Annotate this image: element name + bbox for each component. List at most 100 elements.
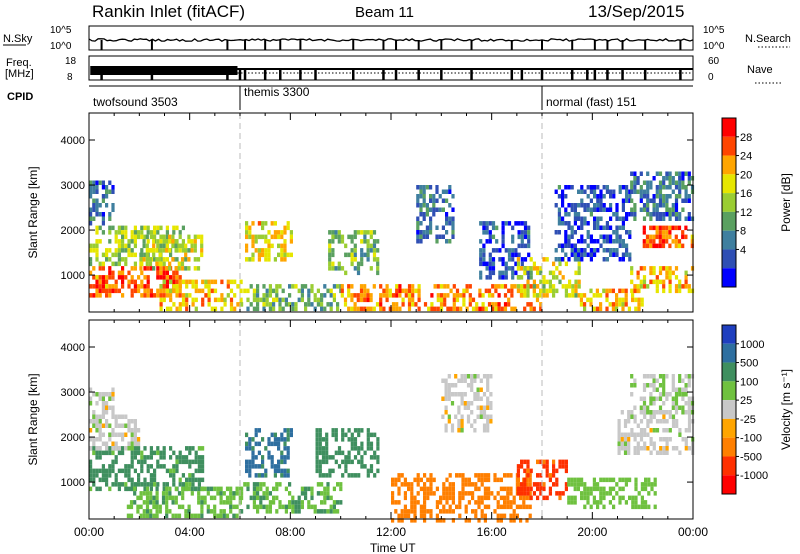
power-cell bbox=[398, 293, 402, 298]
power-cell bbox=[646, 203, 650, 208]
velocity-cell bbox=[294, 509, 298, 514]
velocity-cell bbox=[493, 477, 497, 483]
velocity-cell bbox=[336, 500, 340, 505]
velocity-cell bbox=[451, 495, 455, 501]
power-cell bbox=[108, 248, 112, 253]
velocity-cell bbox=[460, 423, 464, 428]
power-cell bbox=[491, 302, 495, 307]
power-cell bbox=[561, 284, 565, 289]
velocity-cell bbox=[687, 383, 691, 388]
power-cell bbox=[649, 279, 653, 285]
power-cell bbox=[286, 225, 290, 231]
x-tick-label: 12:00 bbox=[376, 525, 406, 539]
y-tick-label: 3000 bbox=[61, 180, 85, 192]
velocity-cell bbox=[539, 473, 543, 478]
velocity-cell bbox=[674, 405, 679, 410]
power-cell bbox=[257, 257, 261, 262]
power-cell bbox=[511, 248, 515, 253]
power-cell bbox=[350, 252, 354, 258]
velocity-cell bbox=[92, 437, 96, 442]
velocity-cell bbox=[197, 446, 201, 451]
velocity-cell bbox=[259, 482, 263, 487]
power-cell bbox=[478, 288, 482, 294]
power-cell bbox=[583, 302, 587, 307]
power-cell bbox=[665, 203, 669, 208]
power-cell bbox=[605, 225, 609, 230]
power-cell bbox=[137, 284, 141, 289]
velocity-cell bbox=[197, 464, 201, 469]
velocity-cell bbox=[347, 437, 351, 442]
power-cell bbox=[615, 248, 619, 253]
velocity-cell bbox=[671, 446, 676, 451]
power-cell bbox=[501, 257, 505, 262]
velocity-cell bbox=[175, 459, 179, 465]
power-cell bbox=[471, 297, 476, 303]
power-cell bbox=[175, 225, 179, 231]
power-cell bbox=[422, 234, 426, 239]
power-cell bbox=[89, 189, 93, 194]
velocity-cell bbox=[254, 432, 258, 438]
power-cell bbox=[564, 185, 568, 190]
power-cell bbox=[573, 230, 577, 235]
velocity-cell bbox=[687, 410, 691, 415]
velocity-cell bbox=[515, 513, 519, 519]
velocity-cell bbox=[633, 432, 637, 437]
velocity-cell bbox=[394, 477, 398, 483]
power-cell bbox=[414, 302, 418, 307]
power-cell bbox=[174, 239, 178, 244]
power-cell bbox=[577, 293, 581, 298]
power-echo-region bbox=[630, 171, 695, 221]
power-cell bbox=[668, 216, 672, 221]
power-cell bbox=[514, 261, 518, 267]
velocity-cell bbox=[336, 482, 340, 487]
velocity-cell bbox=[307, 500, 311, 505]
power-cell bbox=[633, 288, 637, 294]
velocity-cell bbox=[525, 477, 529, 483]
power-cell bbox=[514, 248, 518, 253]
power-cell bbox=[674, 203, 679, 208]
velocity-cell bbox=[155, 491, 159, 496]
power-cell bbox=[511, 266, 515, 271]
velocity-cell bbox=[344, 464, 348, 469]
power-cell bbox=[630, 185, 634, 190]
velocity-cell bbox=[283, 437, 287, 442]
velocity-cell bbox=[487, 486, 491, 492]
power-cell bbox=[612, 189, 616, 194]
power-cell bbox=[124, 261, 128, 267]
velocity-cell bbox=[341, 432, 345, 438]
velocity-cell bbox=[458, 495, 462, 501]
power-cell bbox=[621, 225, 625, 230]
power-cell bbox=[500, 306, 504, 312]
velocity-cell bbox=[321, 446, 326, 451]
velocity-cell bbox=[509, 473, 513, 478]
nsky-frame bbox=[88, 25, 694, 51]
velocity-cell bbox=[353, 437, 358, 442]
power-cell bbox=[395, 306, 399, 312]
power-cell bbox=[503, 284, 508, 289]
velocity-cell bbox=[156, 482, 160, 487]
velocity-cell bbox=[315, 432, 319, 438]
velocity-cell bbox=[191, 477, 195, 483]
power-cell bbox=[668, 288, 672, 294]
power-cell bbox=[105, 194, 109, 199]
power-cell bbox=[395, 288, 399, 294]
velocity-cell bbox=[376, 468, 380, 474]
power-cell bbox=[121, 293, 125, 298]
power-cell bbox=[401, 288, 405, 294]
power-cell bbox=[194, 297, 198, 303]
velocity-cell bbox=[334, 450, 338, 456]
velocity-cell bbox=[649, 414, 653, 419]
power-cell bbox=[615, 306, 619, 312]
power-cell bbox=[156, 243, 160, 249]
beam-label: Beam 11 bbox=[355, 4, 414, 21]
power-cell bbox=[101, 216, 105, 221]
power-cell bbox=[548, 279, 552, 285]
power-cell bbox=[162, 266, 166, 271]
velocity-cell bbox=[145, 509, 150, 514]
power-cell bbox=[589, 207, 593, 212]
power-cell bbox=[615, 203, 619, 208]
velocity-cell bbox=[89, 486, 93, 492]
power-cell bbox=[630, 207, 634, 212]
velocity-cell bbox=[136, 495, 140, 501]
power-cell bbox=[599, 302, 603, 307]
